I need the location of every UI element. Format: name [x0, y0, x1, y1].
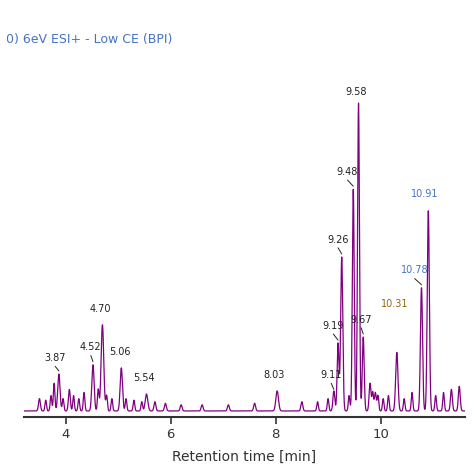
- Text: 8.03: 8.03: [264, 370, 285, 380]
- Text: 9.67: 9.67: [350, 315, 372, 325]
- Text: 4.52: 4.52: [80, 342, 102, 353]
- Text: 10.31: 10.31: [381, 300, 409, 310]
- Text: 5.06: 5.06: [109, 347, 130, 357]
- Text: 3.87: 3.87: [45, 353, 66, 363]
- Text: 9.26: 9.26: [327, 235, 349, 245]
- Text: 5.54: 5.54: [134, 373, 155, 383]
- Text: 10.91: 10.91: [411, 189, 438, 199]
- Text: 10.78: 10.78: [401, 265, 428, 275]
- Text: 9.58: 9.58: [346, 87, 367, 97]
- Text: 9.11: 9.11: [320, 370, 342, 380]
- Text: 4.70: 4.70: [90, 304, 111, 314]
- X-axis label: Retention time [min]: Retention time [min]: [172, 449, 316, 464]
- Text: 0) 6eV ESI+ - Low CE (BPI): 0) 6eV ESI+ - Low CE (BPI): [6, 33, 173, 46]
- Text: 9.19: 9.19: [323, 321, 344, 331]
- Text: 9.48: 9.48: [337, 167, 358, 177]
